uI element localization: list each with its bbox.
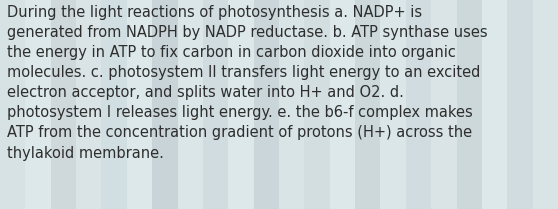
Bar: [304, 0, 330, 209]
Bar: [330, 0, 355, 209]
Bar: [507, 0, 533, 209]
Bar: [431, 0, 456, 209]
Bar: [51, 0, 76, 209]
Bar: [254, 0, 279, 209]
Bar: [482, 0, 507, 209]
Bar: [25, 0, 51, 209]
Bar: [152, 0, 177, 209]
Bar: [0, 0, 25, 209]
Bar: [76, 0, 102, 209]
Bar: [406, 0, 431, 209]
Bar: [279, 0, 304, 209]
Bar: [203, 0, 228, 209]
Bar: [228, 0, 254, 209]
Bar: [177, 0, 203, 209]
Bar: [533, 0, 558, 209]
Bar: [355, 0, 381, 209]
Bar: [456, 0, 482, 209]
Bar: [381, 0, 406, 209]
Bar: [127, 0, 152, 209]
Text: During the light reactions of photosynthesis a. NADP+ is
generated from NADPH by: During the light reactions of photosynth…: [7, 5, 488, 161]
Bar: [102, 0, 127, 209]
